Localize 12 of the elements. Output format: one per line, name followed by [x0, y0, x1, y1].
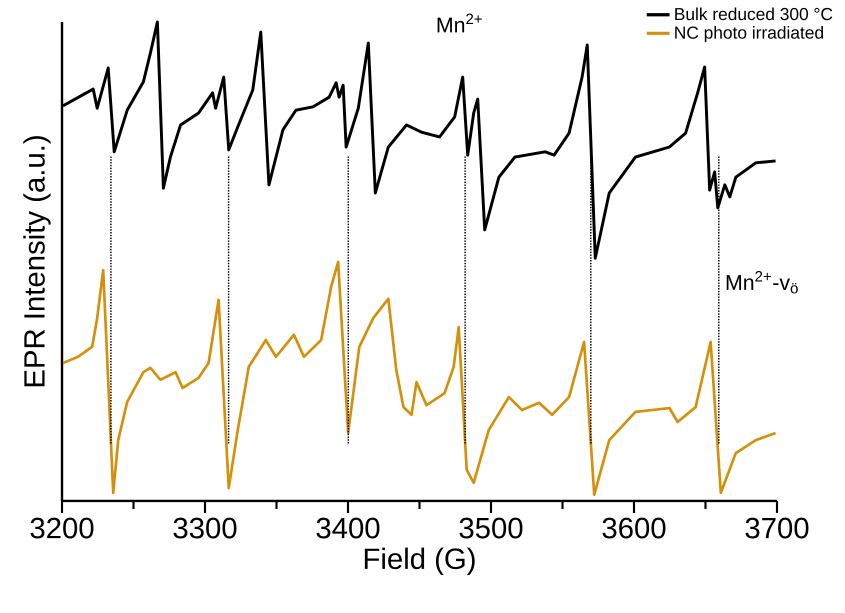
legend-label: NC photo irradiated	[675, 26, 823, 42]
y-axis-title: EPR Intensity (a.u.)	[23, 136, 51, 386]
x-tick-label: 3400	[316, 518, 380, 538]
x-tick-label: 3200	[30, 518, 94, 538]
x-tick-label: 3300	[173, 518, 236, 538]
annotation: Mn$^{2+}$-v$_{ö}$	[726, 271, 798, 294]
x-tick-label: 3600	[602, 518, 666, 538]
annotation: Mn$^{2+}$	[438, 14, 482, 32]
x-axis-title: Field (G)	[364, 548, 475, 575]
legend-label: Bulk reduced 300 °C	[675, 7, 832, 20]
x-tick-label: 3500	[459, 518, 522, 538]
x-tick-label: 3700	[745, 518, 808, 538]
